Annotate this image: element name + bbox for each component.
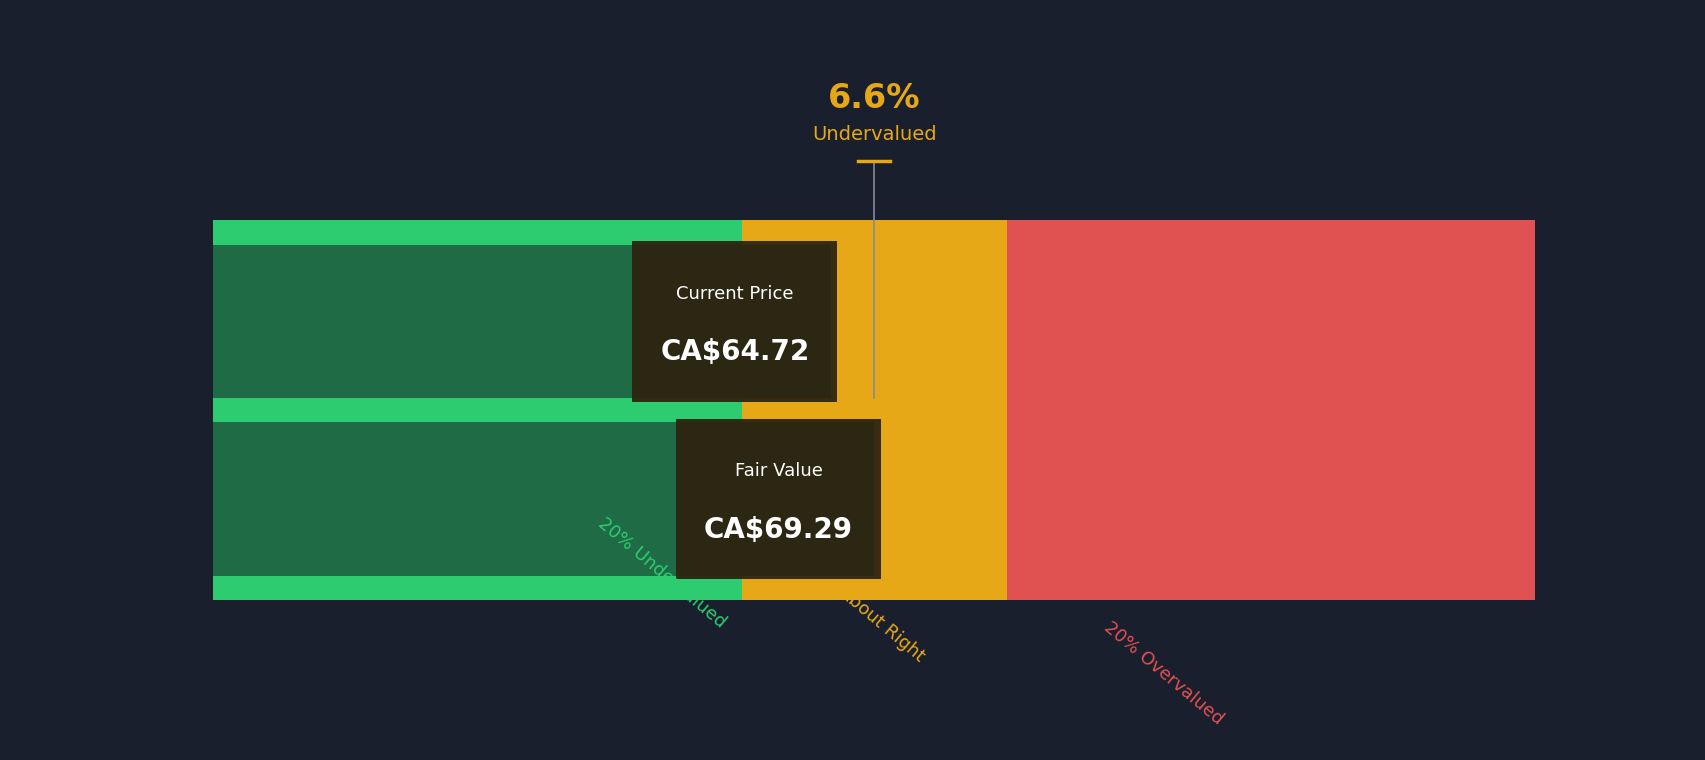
Text: Current Price: Current Price (675, 285, 793, 302)
Text: 20% Undervalued: 20% Undervalued (593, 515, 728, 632)
Text: Undervalued: Undervalued (812, 125, 936, 144)
Bar (742, 397, 1006, 423)
Bar (675, 419, 880, 579)
Bar (742, 220, 1006, 245)
Bar (213, 245, 830, 397)
Bar (213, 245, 742, 397)
Text: CA$69.29: CA$69.29 (704, 516, 852, 543)
Bar (633, 241, 837, 401)
Bar (1006, 245, 1534, 397)
Bar (213, 220, 742, 245)
Bar (742, 245, 1006, 397)
Text: Fair Value: Fair Value (735, 463, 822, 480)
Bar (742, 423, 1006, 575)
Text: About Right: About Right (835, 584, 928, 666)
Bar (213, 423, 875, 575)
Text: 6.6%: 6.6% (827, 81, 921, 115)
Bar (1006, 220, 1534, 245)
Text: 20% Overvalued: 20% Overvalued (1100, 618, 1226, 728)
Bar (213, 397, 742, 423)
Bar (213, 575, 742, 600)
Text: CA$64.72: CA$64.72 (660, 338, 808, 366)
Bar (742, 575, 1006, 600)
Bar (213, 423, 742, 575)
Bar (1006, 397, 1534, 423)
Bar (1006, 423, 1534, 575)
Bar (1006, 575, 1534, 600)
